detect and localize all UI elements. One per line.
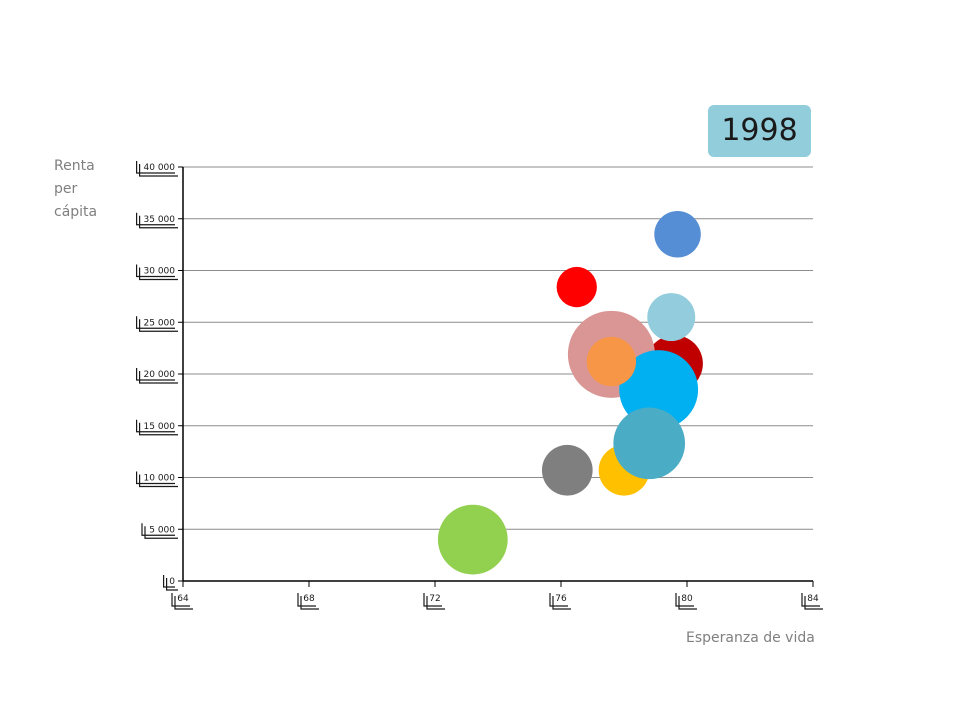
y-tick-label-6: 30 000 xyxy=(144,267,176,277)
y-tick-frame-4 xyxy=(136,368,175,381)
y-tick-frame-shadow-0 xyxy=(166,578,178,591)
y-tick-label-8: 40 000 xyxy=(144,163,176,173)
x-tick-frame-shadow-4 xyxy=(678,596,697,610)
x-tick-label-2: 72 xyxy=(429,594,440,604)
y-tick-frame-0 xyxy=(163,575,175,588)
x-tick-frame-shadow-2 xyxy=(426,596,445,610)
x-tick-frame-5 xyxy=(801,593,820,607)
bubble-3 xyxy=(556,266,597,308)
grid-layer xyxy=(183,166,813,530)
y-tick-label-2: 10 000 xyxy=(144,474,176,484)
x-tick-frame-shadow-3 xyxy=(552,596,571,610)
x-axis-label: Esperanza de vida xyxy=(686,630,815,646)
bubble-1 xyxy=(541,444,593,496)
x-tick-label-0: 64 xyxy=(177,594,189,604)
y-tick-frame-2 xyxy=(136,471,175,485)
y-tick-frame-7 xyxy=(136,212,175,226)
y-tick-label-7: 35 000 xyxy=(144,215,176,225)
y-tick-frame-8 xyxy=(136,161,175,174)
x-tick-frame-3 xyxy=(549,593,568,607)
x-tick-label-3: 76 xyxy=(555,594,567,604)
x-tick-frame-shadow-1 xyxy=(300,596,319,610)
bubble-6 xyxy=(654,211,701,258)
y-axis-label-line-1: Renta xyxy=(54,158,95,174)
y-tick-frame-shadow-4 xyxy=(139,371,178,384)
y-tick-label-5: 25 000 xyxy=(144,318,176,328)
y-tick-frame-shadow-7 xyxy=(139,215,178,229)
y-tick-frame-6 xyxy=(136,264,175,278)
y-tick-label-0: 0 xyxy=(169,577,175,587)
y-axis-label-line-2: per xyxy=(54,181,78,197)
x-tick-frame-0 xyxy=(171,593,190,607)
y-tick-frame-shadow-5 xyxy=(139,319,178,332)
y-tick-label-4: 20 000 xyxy=(144,370,176,380)
y-axis-label-line-3: cápita xyxy=(54,204,98,220)
y-tick-label-3: 15 000 xyxy=(144,422,176,432)
y-tick-frame-shadow-3 xyxy=(139,422,178,436)
x-tick-label-4: 80 xyxy=(681,594,693,604)
bubble-0 xyxy=(437,504,508,575)
bubble-7 xyxy=(647,293,696,342)
x-tick-frame-4 xyxy=(675,593,694,607)
x-tick-frame-shadow-5 xyxy=(804,596,823,610)
y-tick-frame-5 xyxy=(136,316,175,329)
x-tick-frame-2 xyxy=(423,593,442,607)
x-tick-frame-1 xyxy=(297,593,316,607)
bubble-layer xyxy=(437,211,703,575)
y-tick-frame-3 xyxy=(136,419,175,433)
bubble-10 xyxy=(613,407,686,480)
y-tick-frame-shadow-2 xyxy=(139,474,178,488)
y-tick-frame-shadow-1 xyxy=(144,526,178,539)
y-tick-frame-1 xyxy=(141,523,175,536)
y-tick-frame-shadow-6 xyxy=(139,267,178,281)
x-tick-label-5: 84 xyxy=(807,594,819,604)
axis-layer: 0 5 000 10 000 15 000 20 000 25 000 30 000 35 0… xyxy=(136,161,823,610)
x-tick-frame-shadow-0 xyxy=(174,596,193,610)
x-tick-label-1: 68 xyxy=(303,594,315,604)
y-tick-label-1: 5 000 xyxy=(149,525,175,535)
bubble-9 xyxy=(586,336,637,387)
y-tick-frame-shadow-8 xyxy=(139,164,178,177)
year-badge: 1998 xyxy=(708,105,811,157)
